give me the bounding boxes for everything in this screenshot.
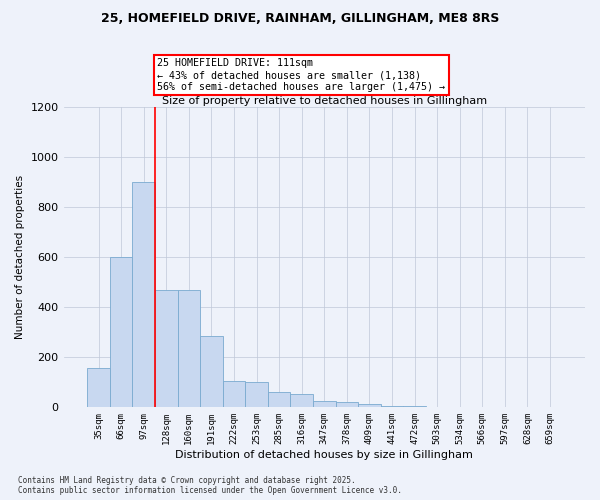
Bar [358,404,381,407]
Bar [155,290,178,408]
Bar [87,368,110,408]
Text: 25 HOMEFIELD DRIVE: 111sqm
← 43% of detached houses are smaller (1,138)
56% of s: 25 HOMEFIELD DRIVE: 111sqm ← 43% of deta… [157,58,445,92]
X-axis label: Distribution of detached houses by size in Gillingham: Distribution of detached houses by size … [175,450,473,460]
Bar [313,401,335,407]
Bar [110,257,133,408]
Title: Size of property relative to detached houses in Gillingham: Size of property relative to detached ho… [162,96,487,106]
Bar [200,336,223,407]
Bar [245,382,268,407]
Bar [178,290,200,408]
Bar [403,406,426,407]
Bar [133,182,155,408]
Y-axis label: Number of detached properties: Number of detached properties [15,175,25,339]
Text: 25, HOMEFIELD DRIVE, RAINHAM, GILLINGHAM, ME8 8RS: 25, HOMEFIELD DRIVE, RAINHAM, GILLINGHAM… [101,12,499,26]
Bar [290,394,313,407]
Text: Contains HM Land Registry data © Crown copyright and database right 2025.
Contai: Contains HM Land Registry data © Crown c… [18,476,402,495]
Bar [223,381,245,407]
Bar [335,402,358,407]
Bar [268,392,290,407]
Bar [381,406,403,407]
